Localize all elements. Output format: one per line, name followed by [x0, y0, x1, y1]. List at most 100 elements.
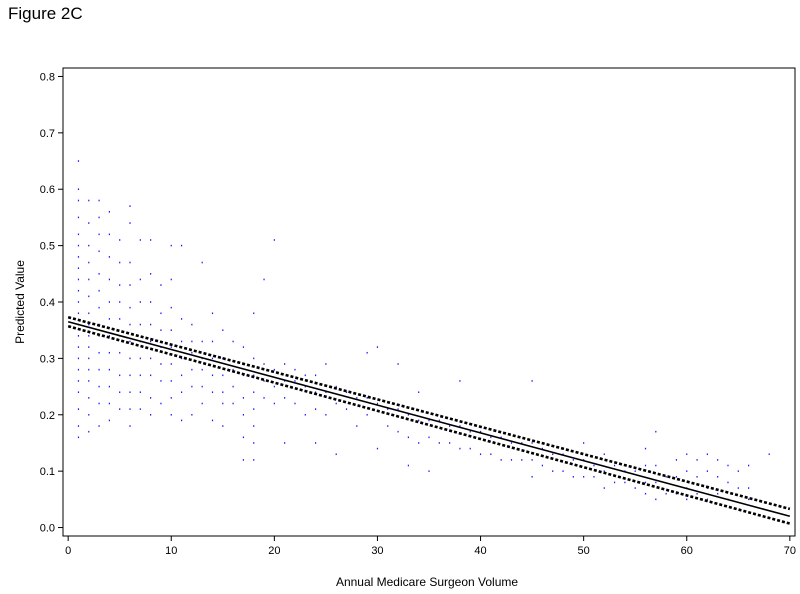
- data-point: [253, 442, 255, 444]
- data-point: [139, 357, 141, 360]
- y-tick-label: 0.3: [40, 353, 55, 365]
- data-point: [469, 447, 471, 450]
- data-point: [521, 459, 523, 461]
- data-point: [77, 380, 80, 382]
- data-point: [201, 385, 203, 388]
- data-point: [479, 430, 482, 433]
- data-point: [449, 442, 451, 444]
- data-point: [88, 222, 90, 224]
- data-point: [469, 430, 471, 433]
- data-point: [325, 363, 327, 365]
- data-point: [603, 487, 605, 489]
- data-point: [129, 357, 131, 360]
- data-point: [418, 391, 420, 394]
- data-point: [139, 239, 141, 241]
- data-point: [696, 492, 698, 495]
- data-point: [387, 408, 389, 410]
- data-point: [232, 340, 234, 343]
- data-point: [88, 357, 90, 360]
- data-point: [160, 329, 162, 331]
- data-point: [531, 459, 533, 461]
- data-point: [88, 261, 90, 264]
- data-point: [222, 425, 224, 427]
- data-point: [108, 385, 110, 388]
- data-point: [644, 492, 647, 495]
- data-point: [624, 481, 626, 484]
- data-point: [644, 481, 647, 484]
- data-point: [160, 363, 162, 365]
- regression-line: [67, 320, 791, 518]
- data-point: [593, 475, 595, 478]
- data-point: [717, 475, 719, 478]
- data-point: [521, 442, 523, 444]
- data-point: [325, 391, 327, 394]
- data-point: [88, 335, 90, 337]
- data-point: [77, 408, 80, 410]
- data-point: [304, 413, 306, 416]
- data-point: [129, 391, 131, 394]
- data-point: [129, 222, 131, 224]
- data-point: [119, 374, 121, 377]
- data-point: [77, 244, 80, 247]
- data-point: [150, 239, 152, 241]
- data-point: [242, 436, 245, 439]
- data-point: [77, 199, 80, 202]
- data-point: [242, 459, 245, 461]
- data-point: [88, 295, 90, 298]
- data-point: [314, 408, 317, 410]
- y-tick-label: 0.1: [40, 466, 55, 478]
- data-point: [150, 374, 152, 377]
- data-point: [222, 402, 224, 405]
- data-point: [335, 453, 337, 456]
- data-point: [77, 391, 80, 394]
- data-point: [242, 397, 245, 399]
- y-tick-label: 0.6: [40, 184, 55, 196]
- data-point: [119, 261, 121, 264]
- data-point: [345, 391, 348, 394]
- data-point: [98, 368, 100, 371]
- data-point: [253, 357, 255, 360]
- data-point: [418, 442, 420, 444]
- data-point: [77, 425, 80, 427]
- data-point: [655, 498, 657, 501]
- data-point: [583, 442, 585, 444]
- data-point: [170, 278, 172, 281]
- data-point: [438, 419, 440, 422]
- data-point: [119, 301, 121, 303]
- data-point: [108, 301, 110, 303]
- data-point: [119, 351, 121, 354]
- data-point: [531, 475, 533, 478]
- data-point: [160, 380, 162, 382]
- data-point: [376, 346, 379, 348]
- data-point: [727, 481, 729, 484]
- data-point: [510, 459, 513, 461]
- data-point: [129, 205, 131, 207]
- data-point: [108, 318, 110, 320]
- data-point: [366, 413, 368, 416]
- data-point: [129, 306, 131, 309]
- data-point: [108, 351, 110, 354]
- data-point: [77, 233, 80, 236]
- data-point: [706, 470, 708, 472]
- data-point: [201, 261, 203, 264]
- data-point: [108, 368, 110, 371]
- y-tick-label: 0.5: [40, 241, 55, 253]
- data-point: [675, 459, 678, 461]
- data-point: [273, 368, 275, 371]
- data-point: [273, 239, 275, 241]
- data-point: [397, 430, 399, 433]
- data-point: [88, 278, 90, 281]
- data-point: [345, 408, 348, 410]
- data-point: [139, 323, 141, 326]
- data-point: [108, 335, 110, 337]
- data-point: [232, 368, 234, 371]
- data-point: [356, 425, 358, 427]
- x-tick-label: 20: [268, 545, 280, 557]
- data-point: [150, 273, 152, 275]
- data-point: [644, 447, 647, 450]
- data-point: [77, 256, 80, 258]
- data-point: [150, 357, 152, 360]
- data-point: [273, 385, 275, 388]
- data-point: [706, 498, 708, 501]
